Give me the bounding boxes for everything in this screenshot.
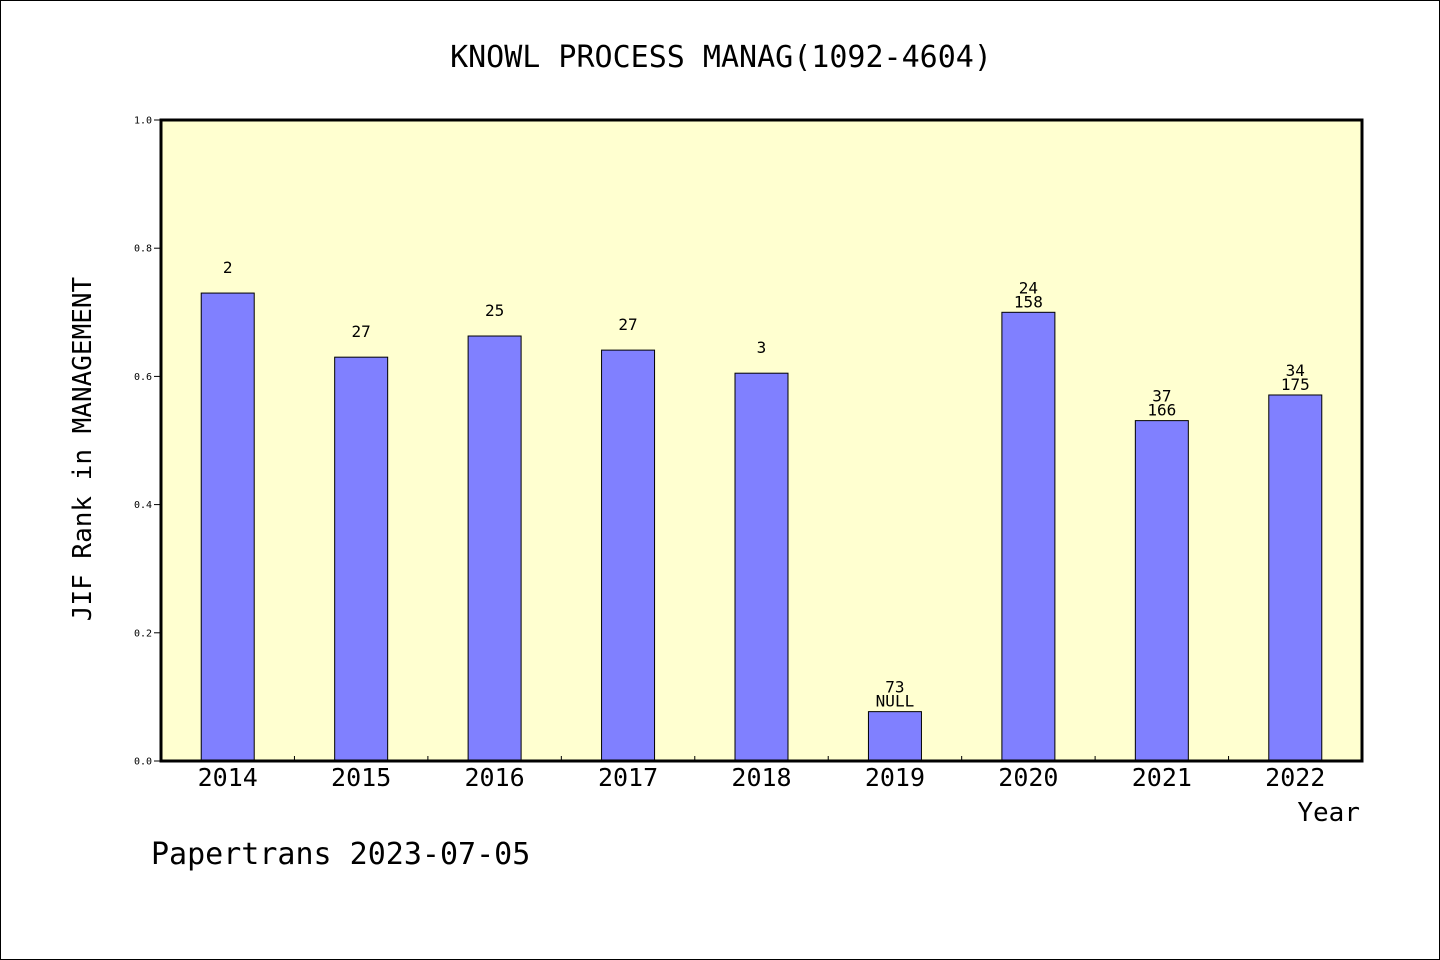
y-tick-label: 0.8 <box>134 244 152 255</box>
footer-text: Papertrans 2023-07-05 <box>151 837 530 872</box>
bar-2018 <box>734 372 789 762</box>
bar-label-bottom: NULL <box>876 692 915 711</box>
bar-label-top: 2 <box>223 258 233 277</box>
bar-label-bottom: 158 <box>1014 292 1043 311</box>
bars <box>200 292 1323 762</box>
bar-2020 <box>1001 311 1056 762</box>
bar-label-top: 34 <box>1286 361 1305 380</box>
plot-border <box>159 118 1364 763</box>
bar-label-top: 27 <box>618 315 637 334</box>
y-tick-label: 0.0 <box>134 757 152 768</box>
x-axis: 2014 2015 2016 2017 2018 2019 2020 2021 2022 <box>198 763 1326 792</box>
x-axis-label: Year <box>1297 798 1360 828</box>
bar-label-top: 27 <box>352 322 371 341</box>
bar-label-top: 3 <box>757 338 767 357</box>
x-tick-label: 2016 <box>465 763 525 792</box>
bar-label-bottom: 166 <box>1147 401 1176 420</box>
y-tick-label: 1.0 <box>134 116 152 127</box>
bar-2016 <box>467 335 522 762</box>
bar-label-top: 73 <box>885 678 904 697</box>
bar-label-top: 24 <box>1019 278 1038 297</box>
bar-label-bottom: 175 <box>1281 375 1310 394</box>
y-axis-label: JIF Rank in MANAGEMENT <box>68 276 98 621</box>
x-tick-label: 2018 <box>731 763 791 792</box>
bar-label-top: 25 <box>485 301 504 320</box>
x-tick-label: 2020 <box>998 763 1058 792</box>
chart-title: KNOWL PROCESS MANAG(1092-4604) <box>450 40 992 75</box>
bar-2022 <box>1268 394 1323 762</box>
bar-2019 <box>867 711 922 762</box>
bar-2017 <box>601 349 656 762</box>
bar-2015 <box>334 356 389 762</box>
bar-2014 <box>200 292 255 762</box>
x-tick-label: 2021 <box>1132 763 1192 792</box>
y-tick-label: 0.4 <box>134 500 152 511</box>
x-tick-label: 2015 <box>331 763 391 792</box>
x-tick-label: 2022 <box>1265 763 1325 792</box>
x-tick-label: 2019 <box>865 763 925 792</box>
x-tick-label: 2014 <box>198 763 258 792</box>
y-tick-label: 0.2 <box>134 628 152 639</box>
y-tick-label: 0.6 <box>134 372 152 383</box>
x-tick-label: 2017 <box>598 763 658 792</box>
bar-label-top: 37 <box>1152 387 1171 406</box>
bar-2021 <box>1134 420 1189 762</box>
